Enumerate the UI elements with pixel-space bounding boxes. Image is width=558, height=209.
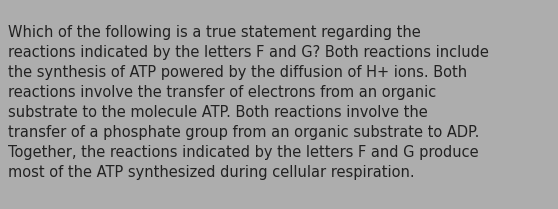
Text: Which of the following is a true statement regarding the
reactions indicated by : Which of the following is a true stateme… [8,25,489,180]
